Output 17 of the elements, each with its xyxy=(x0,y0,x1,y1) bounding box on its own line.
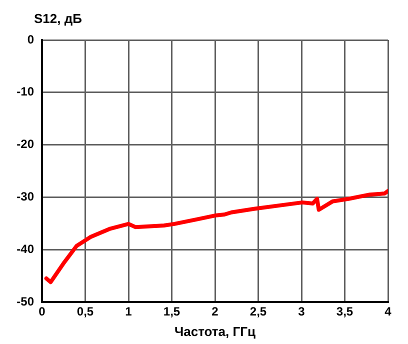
y-tick-label: -20 xyxy=(16,137,34,152)
y-tick-label: -30 xyxy=(16,190,34,204)
x-axis-title: Частота, ГГц xyxy=(174,324,256,339)
x-tick-label: 2,5 xyxy=(250,304,267,319)
x-tick-label: 0 xyxy=(38,304,46,319)
x-tick-label: 1,5 xyxy=(163,304,180,319)
x-tick-label: 3,5 xyxy=(336,304,354,319)
x-tick-label: 3 xyxy=(298,304,306,319)
y-axis-title: S12, дБ xyxy=(34,11,82,26)
x-tick-label: 4 xyxy=(384,304,392,319)
y-tick-label: -10 xyxy=(16,84,34,99)
x-tick-label: 2 xyxy=(212,304,219,319)
x-tick-label: 1 xyxy=(125,304,132,319)
y-tick-label: 0 xyxy=(27,32,34,46)
x-tick-label: 0,5 xyxy=(76,304,94,319)
y-tick-label: -50 xyxy=(16,294,34,308)
y-tick-label: -40 xyxy=(16,242,34,256)
